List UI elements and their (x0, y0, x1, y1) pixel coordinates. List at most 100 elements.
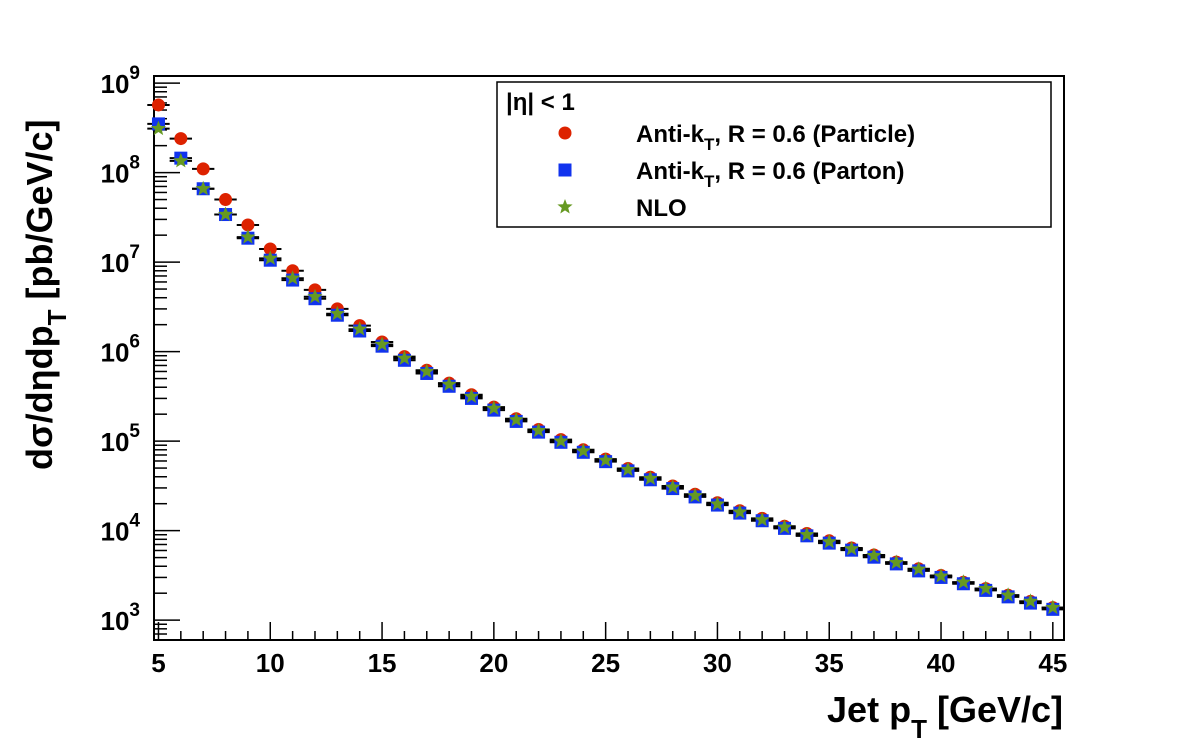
data-point-circle (151, 98, 165, 112)
y-tick-label: 108 (101, 153, 141, 189)
y-tick-label: 105 (101, 421, 141, 457)
legend-label: NLO (636, 195, 687, 222)
legend-box (496, 81, 1052, 228)
data-point-star (933, 568, 949, 583)
y-tick-label: 106 (101, 332, 141, 368)
y-tick-exp: 5 (129, 421, 140, 442)
x-tick-label: 15 (368, 648, 397, 678)
data-point-star (709, 496, 726, 511)
x-tick-label: 30 (703, 648, 732, 678)
data-point-star (911, 561, 927, 576)
data-point-star (173, 152, 189, 168)
x-tick-label: 25 (591, 648, 620, 678)
x-axis-label: Jet pT [GeV/c] (827, 689, 1063, 744)
y-tick-exp: 7 (129, 242, 140, 263)
data-point-star (642, 470, 658, 486)
data-point-star (508, 411, 524, 427)
data-point-star (329, 305, 345, 321)
data-point-star (262, 250, 278, 265)
data-point-circle (219, 193, 233, 207)
legend-label-sub: T (704, 135, 715, 154)
legend-label-rest: , R = 0.6 (Particle) (714, 121, 915, 148)
x-axis-label-sub: T (911, 714, 927, 744)
legend-entries: Anti-kT, R = 0.6 (Particle)Anti-kT, R = … (557, 121, 915, 222)
y-tick-base: 10 (101, 606, 130, 636)
legend-header: |η| < 1 (506, 89, 575, 116)
y-tick-base: 10 (101, 248, 130, 278)
legend-marker-circle (558, 126, 572, 140)
data-point-star (463, 388, 480, 403)
data-point-star (799, 526, 815, 542)
x-tick-label: 35 (815, 648, 844, 678)
y-axis-label-unit: [pb/GeV/c] (19, 119, 60, 309)
y-tick-base: 10 (101, 159, 130, 189)
data-point-star (1045, 599, 1061, 615)
data-point-star (888, 554, 904, 570)
data-point-star (754, 511, 770, 527)
marks-layer (147, 98, 1064, 616)
data-point-star (396, 350, 413, 365)
data-point-star (620, 461, 636, 477)
data-point-circle (263, 242, 277, 256)
data-point-star (955, 574, 971, 589)
y-tick-exp: 9 (129, 63, 140, 84)
data-point-star (352, 321, 368, 336)
data-point-star (1000, 587, 1016, 602)
x-tick-label: 10 (256, 648, 285, 678)
x-tick-label: 5 (151, 648, 165, 678)
data-point-star (195, 180, 211, 196)
x-axis-label-main: Jet p (827, 689, 911, 730)
y-tick-label: 107 (101, 242, 141, 278)
y-tick-label: 103 (101, 600, 141, 636)
legend-label-main: Anti-k (636, 121, 705, 148)
legend-label-main: NLO (636, 195, 687, 222)
data-point-circle (174, 132, 188, 146)
y-tick-exp: 4 (129, 511, 140, 532)
x-tick-label: 40 (927, 648, 956, 678)
legend-label: Anti-kT, R = 0.6 (Parton) (636, 158, 904, 191)
legend-marker-square (558, 163, 572, 177)
y-axis-label-main: dσ/dηdp (19, 325, 60, 470)
y-tick-exp: 8 (129, 153, 140, 174)
data-point-star (687, 487, 703, 503)
data-point-star (866, 547, 882, 563)
data-point-circle (241, 218, 255, 232)
data-point-star (821, 533, 837, 549)
data-point-star (1022, 593, 1039, 608)
data-point-star (217, 206, 234, 222)
legend-label-sub: T (704, 172, 715, 191)
data-point-circle (196, 162, 210, 176)
y-tick-label: 109 (101, 63, 141, 99)
data-point-star (150, 120, 167, 136)
y-axis-label-sub: T (42, 309, 72, 325)
data-point-star (530, 422, 547, 438)
data-point-star (553, 433, 569, 448)
data-point-star (307, 288, 323, 304)
data-point-star (843, 540, 860, 556)
y-tick-exp: 6 (129, 332, 140, 353)
plot-frame (153, 75, 1065, 641)
y-tick-base: 10 (101, 338, 130, 368)
data-point-star (240, 229, 256, 244)
y-tick-base: 10 (101, 517, 130, 547)
legend-label-rest: , R = 0.6 (Parton) (714, 158, 904, 185)
legend-label: Anti-kT, R = 0.6 (Particle) (636, 121, 915, 154)
data-point-star (419, 363, 435, 378)
x-axis-label-unit: [GeV/c] (927, 689, 1063, 730)
data-point-star (665, 479, 681, 494)
x-tick-label: 45 (1038, 648, 1067, 678)
y-axis-label: dσ/dηdpT [pb/GeV/c] (19, 119, 72, 470)
data-point-star (575, 443, 591, 458)
x-tick-label: 20 (479, 648, 508, 678)
y-tick-label: 104 (101, 511, 141, 547)
data-point-star (776, 519, 793, 534)
data-point-star (978, 580, 994, 596)
y-tick-base: 10 (101, 69, 130, 99)
data-point-star (732, 504, 748, 519)
data-point-star (374, 336, 390, 351)
data-point-star (285, 270, 301, 285)
data-point-star (441, 376, 457, 391)
